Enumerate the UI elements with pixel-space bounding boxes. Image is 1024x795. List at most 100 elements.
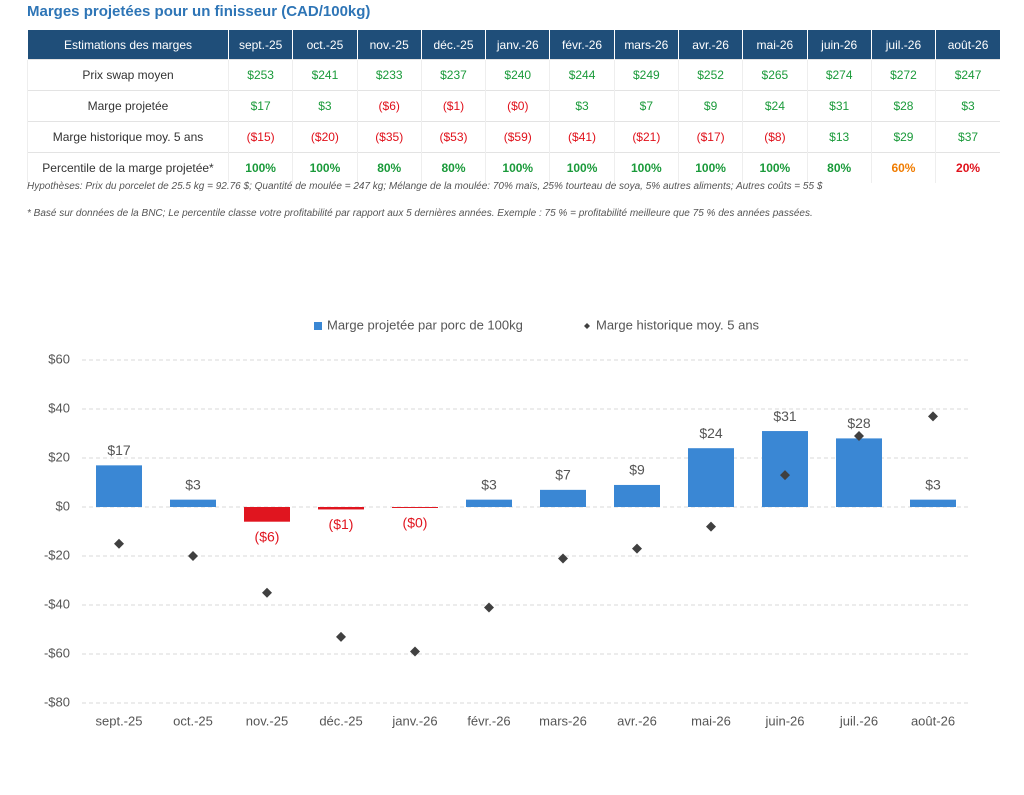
point <box>558 553 568 564</box>
data-label: $28 <box>847 415 871 431</box>
bar <box>392 507 438 508</box>
point <box>780 470 790 481</box>
value-cell: ($53) <box>420 121 486 153</box>
bar <box>244 507 290 522</box>
value-cell: $3 <box>549 90 615 122</box>
value-cell: $244 <box>549 59 615 91</box>
y-tick-label: -$20 <box>44 547 70 562</box>
table-row: Marge historique moy. 5 ans ($15) ($20) ($3… <box>27 121 1000 153</box>
value-cell: $253 <box>227 59 293 91</box>
value-cell: ($59) <box>485 121 550 153</box>
value-cell: ($20) <box>292 121 358 153</box>
header-cell: juil.-26 <box>870 30 936 60</box>
bar <box>170 499 216 507</box>
header-cell: sept.-25 <box>227 30 293 60</box>
value-cell: 100% <box>227 152 293 183</box>
row-label: Marge historique moy. 5 ans <box>27 121 229 153</box>
y-tick-label: -$60 <box>44 645 70 660</box>
data-label: $7 <box>555 467 571 483</box>
value-cell: ($6) <box>356 90 422 122</box>
bar <box>614 484 660 507</box>
value-cell: $241 <box>292 59 358 91</box>
value-cell: $265 <box>742 59 808 91</box>
bar <box>688 448 734 507</box>
value-cell: $31 <box>806 90 872 122</box>
header-cell: déc.-25 <box>420 30 486 60</box>
x-tick-label: août-26 <box>911 713 955 728</box>
value-cell: 100% <box>549 152 615 183</box>
value-cell: $240 <box>485 59 550 91</box>
margin-table: Estimations des marges sept.-25 oct.-25 nov… <box>27 30 1000 183</box>
point <box>262 587 272 598</box>
value-cell: $3 <box>935 90 1000 122</box>
value-cell: 80% <box>356 152 422 183</box>
value-cell: $17 <box>227 90 293 122</box>
legend-marker <box>584 323 590 329</box>
data-label: ($0) <box>403 515 428 531</box>
value-cell: $37 <box>935 121 1000 153</box>
value-cell: ($0) <box>485 90 550 122</box>
value-cell: $24 <box>742 90 808 122</box>
value-cell: $13 <box>806 121 872 153</box>
value-cell: $249 <box>613 59 679 91</box>
value-cell: $252 <box>677 59 743 91</box>
header-cell: oct.-25 <box>292 30 358 60</box>
data-label: $3 <box>925 476 941 492</box>
bar <box>96 465 142 507</box>
value-cell: 100% <box>292 152 358 183</box>
y-tick-label: -$40 <box>44 596 70 611</box>
x-tick-label: déc.-25 <box>319 713 362 728</box>
point <box>854 430 864 441</box>
value-cell: 20% <box>935 152 1000 183</box>
x-tick-label: oct.-25 <box>173 713 213 728</box>
x-tick-label: juin-26 <box>764 713 804 728</box>
header-cell: févr.-26 <box>549 30 615 60</box>
data-label: ($1) <box>329 516 354 532</box>
y-tick-label: $60 <box>48 351 70 366</box>
point <box>188 551 198 561</box>
value-cell: $274 <box>806 59 872 91</box>
value-cell: $237 <box>420 59 486 91</box>
value-cell: 80% <box>806 152 872 183</box>
header-cell: juin-26 <box>806 30 872 60</box>
point <box>484 602 494 613</box>
point <box>336 631 346 642</box>
legend-label: Marge projetée par porc de 100kg <box>327 317 523 332</box>
value-cell: $272 <box>870 59 936 91</box>
table-row: Prix swap moyen $253 $241 $233 $237 $240 $244 $… <box>27 59 1000 91</box>
value-cell: 80% <box>420 152 486 183</box>
y-tick-label: $20 <box>48 449 70 464</box>
header-cell: janv.-26 <box>485 30 550 60</box>
x-tick-label: mai-26 <box>691 713 731 728</box>
bar <box>318 507 364 510</box>
data-label: ($6) <box>255 528 280 544</box>
value-cell: ($17) <box>677 121 743 153</box>
value-cell: ($35) <box>356 121 422 153</box>
data-label: $3 <box>481 476 497 492</box>
value-cell: $7 <box>613 90 679 122</box>
value-cell: ($21) <box>613 121 679 153</box>
value-cell: 100% <box>613 152 679 183</box>
bar <box>910 499 956 507</box>
value-cell: ($8) <box>742 121 808 153</box>
data-label: $31 <box>773 408 797 424</box>
value-cell: 60% <box>870 152 936 183</box>
row-label: Marge projetée <box>27 90 229 122</box>
data-label: $17 <box>107 442 131 458</box>
x-tick-label: nov.-25 <box>246 713 288 728</box>
header-cell: août-26 <box>935 30 1000 60</box>
bar <box>836 438 882 507</box>
x-tick-label: mars-26 <box>539 713 587 728</box>
header-cell: mars-26 <box>613 30 679 60</box>
value-cell: $28 <box>870 90 936 122</box>
value-cell: ($15) <box>227 121 293 153</box>
header-cell: avr.-26 <box>677 30 743 60</box>
header-cell: mai-26 <box>742 30 808 60</box>
header-row: Estimations des marges sept.-25 oct.-25 nov… <box>27 30 1000 60</box>
x-tick-label: janv.-26 <box>391 713 437 728</box>
x-tick-label: févr.-26 <box>467 713 510 728</box>
table-row: Marge projetée $17 $3 ($6) ($1) ($0) $3 $7 $9 $24… <box>27 90 1000 122</box>
x-tick-label: avr.-26 <box>617 713 657 728</box>
